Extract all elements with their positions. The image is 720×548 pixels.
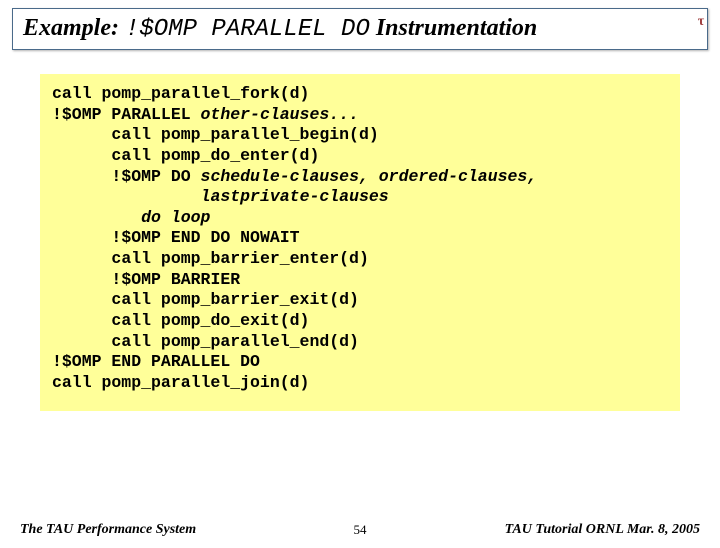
footer: The TAU Performance System 54 TAU Tutori…: [0, 522, 720, 538]
code-line: call pomp_parallel_fork(d): [52, 84, 309, 103]
code-segment: call pomp_barrier_exit(d): [111, 290, 359, 309]
code-segment-emph: schedule-clauses, ordered-clauses,: [201, 167, 538, 186]
code-segment: call pomp_do_exit(d): [111, 311, 309, 330]
code-line: lastprivate-clauses: [52, 187, 389, 206]
code-segment-emph: do loop: [141, 208, 210, 227]
title-code: !$OMP PARALLEL DO: [125, 16, 370, 43]
code-segment: !$OMP PARALLEL: [52, 105, 201, 124]
code-segment: call pomp_parallel_begin(d): [111, 125, 378, 144]
code-line: call pomp_parallel_begin(d): [52, 125, 379, 144]
code-segment: !$OMP DO: [111, 167, 200, 186]
title-suffix: Instrumentation: [376, 15, 537, 42]
code-segment-emph: lastprivate-clauses: [201, 187, 389, 206]
code-segment: !$OMP BARRIER: [111, 270, 240, 289]
code-segment: call pomp_barrier_enter(d): [111, 249, 368, 268]
code-block: call pomp_parallel_fork(d) !$OMP PARALLE…: [40, 74, 680, 411]
title-prefix: Example:: [23, 15, 119, 42]
code-segment-emph: other-clauses...: [201, 105, 359, 124]
code-line: !$OMP END PARALLEL DO: [52, 352, 260, 371]
page-number: 54: [354, 522, 367, 538]
code-line: do loop: [52, 208, 210, 227]
code-segment: [111, 187, 200, 206]
code-segment: !$OMP END PARALLEL DO: [52, 352, 260, 371]
code-line: call pomp_parallel_end(d): [52, 332, 359, 351]
code-segment: !$OMP END DO NOWAIT: [111, 228, 299, 247]
code-line: call pomp_barrier_exit(d): [52, 290, 359, 309]
code-segment: call pomp_parallel_join(d): [52, 373, 309, 392]
code-line: call pomp_parallel_join(d): [52, 373, 309, 392]
code-line: !$OMP DO schedule-clauses, ordered-claus…: [52, 167, 537, 186]
code-segment: call pomp_do_enter(d): [111, 146, 319, 165]
footer-right: TAU Tutorial ORNL Mar. 8, 2005: [505, 522, 700, 538]
code-line: call pomp_do_enter(d): [52, 146, 319, 165]
code-line: call pomp_do_exit(d): [52, 311, 309, 330]
code-line: !$OMP END DO NOWAIT: [52, 228, 300, 247]
code-line: !$OMP PARALLEL other-clauses...: [52, 105, 359, 124]
code-line: !$OMP BARRIER: [52, 270, 240, 289]
tau-logo-icon: τ: [692, 14, 710, 38]
code-segment: call pomp_parallel_fork(d): [52, 84, 309, 103]
title-bar: Example: !$OMP PARALLEL DO Instrumentati…: [12, 8, 708, 50]
code-segment: [111, 208, 141, 227]
footer-left: The TAU Performance System: [20, 522, 196, 538]
code-segment: call pomp_parallel_end(d): [111, 332, 359, 351]
code-line: call pomp_barrier_enter(d): [52, 249, 369, 268]
